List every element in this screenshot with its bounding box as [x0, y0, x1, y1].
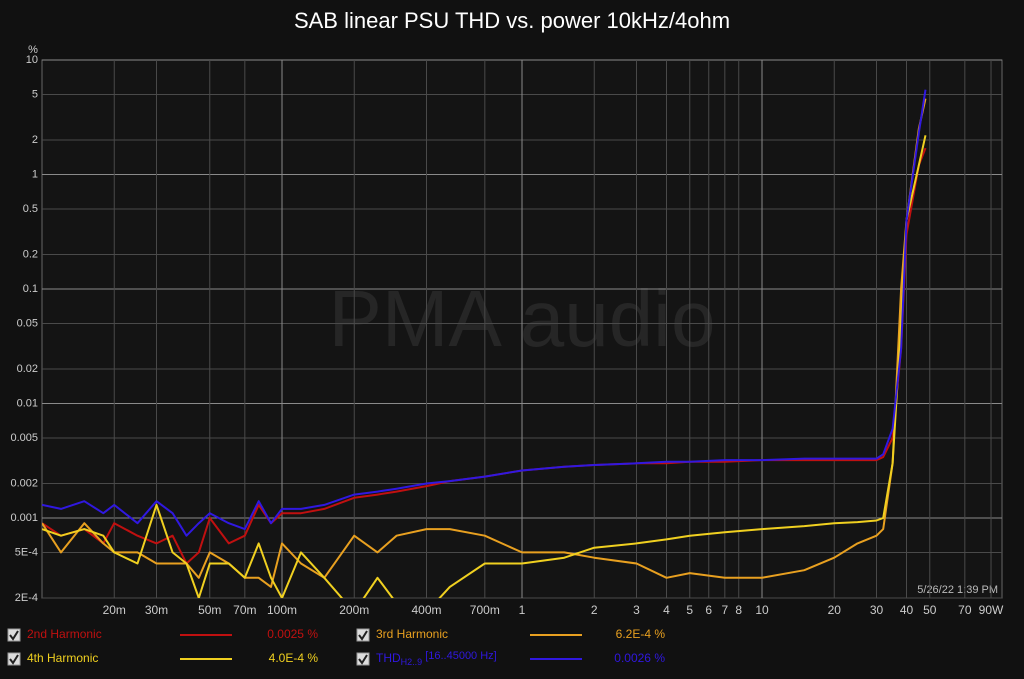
y-tick-label: 10	[26, 54, 38, 66]
legend-readout: 6.2E-4 %	[616, 627, 666, 641]
x-tick-label: 30	[870, 603, 884, 617]
checkbox-tick	[358, 654, 368, 665]
x-tick-label: 7	[721, 603, 728, 617]
x-tick-label: 8	[735, 603, 742, 617]
legend-readout: 0.0025 %	[267, 627, 318, 641]
legend: 2nd Harmonic 0.0025 % 3rd Harmonic 6.2E-4 %…	[7, 627, 666, 667]
y-tick-label: 0.001	[10, 512, 38, 524]
x-tick-label: 3	[633, 603, 640, 617]
x-tick-label: 30m	[145, 603, 168, 617]
series-line	[42, 98, 927, 588]
checkbox-tick	[9, 630, 19, 641]
legend-name-sub: H2..9	[401, 657, 423, 667]
checkbox-tick	[358, 630, 368, 641]
y-tick-label: 0.005	[10, 432, 38, 444]
y-tick-label: 5E-4	[15, 546, 38, 558]
y-tick-label: 0.01	[17, 397, 38, 409]
legend-readout: 4.0E-4 %	[269, 651, 319, 665]
legend-name: 4th Harmonic	[27, 651, 98, 665]
x-tick-label: 5	[686, 603, 693, 617]
y-tick-label: 0.02	[17, 363, 38, 375]
legend-name: 2nd Harmonic	[27, 627, 102, 641]
y-tick-label: 0.002	[10, 477, 38, 489]
legend-checkbox[interactable]	[356, 628, 370, 642]
x-tick-label: 20	[828, 603, 842, 617]
y-tick-label: 1	[32, 168, 38, 180]
y-unit: %	[28, 44, 38, 56]
x-tick-label: 700m	[470, 603, 500, 617]
legend-checkbox[interactable]	[356, 652, 370, 666]
checkbox-tick	[9, 654, 19, 665]
grid	[42, 59, 1002, 599]
x-tick-label: 100m	[267, 603, 297, 617]
x-tick-label: 20m	[103, 603, 126, 617]
legend-readout: 0.0026 %	[614, 651, 665, 665]
y-tick-label: 0.1	[23, 283, 38, 295]
x-tick-label: 6	[705, 603, 712, 617]
legend-checkbox[interactable]	[7, 628, 21, 642]
x-tick-label: 200m	[339, 603, 369, 617]
legend-name: 3rd Harmonic	[376, 627, 448, 641]
x-tick-label: 50m	[198, 603, 221, 617]
x-tick-label: 50	[923, 603, 937, 617]
legend-name-range: [16..45000 Hz]	[425, 650, 497, 662]
timestamp: 5/26/22 1:39 PM	[917, 584, 998, 596]
legend-name-text: THD	[376, 651, 401, 665]
x-tick-label: 90W	[979, 603, 1004, 617]
y-tick-label: 2	[32, 134, 38, 146]
x-tick-label: 40	[900, 603, 914, 617]
x-tick-label: 4	[663, 603, 670, 617]
legend-name: THDH2..9[16..45000 Hz]	[376, 650, 497, 667]
y-tick-label: 0.5	[23, 203, 38, 215]
legend-name-text: 4th Harmonic	[27, 651, 98, 665]
y-tick-label: 5	[32, 88, 38, 100]
series-lines	[42, 89, 927, 598]
x-tick-label: 10	[755, 603, 769, 617]
y-tick-label: 2E-4	[15, 592, 38, 604]
legend-checkbox[interactable]	[7, 652, 21, 666]
y-tick-label: 0.2	[23, 248, 38, 260]
series-line	[42, 147, 927, 565]
x-tick-label: 70m	[233, 603, 256, 617]
chart-title: SAB linear PSU THD vs. power 10kHz/4ohm	[294, 8, 730, 33]
series-line	[42, 89, 927, 537]
x-tick-label: 1	[519, 603, 526, 617]
series-line	[42, 135, 927, 598]
legend-name-text: 3rd Harmonic	[376, 627, 448, 641]
y-tick-label: 0.05	[17, 317, 38, 329]
legend-name-text: 2nd Harmonic	[27, 627, 102, 641]
x-tick-label: 2	[591, 603, 598, 617]
x-tick-label: 400m	[411, 603, 441, 617]
x-tick-label: 70	[958, 603, 972, 617]
